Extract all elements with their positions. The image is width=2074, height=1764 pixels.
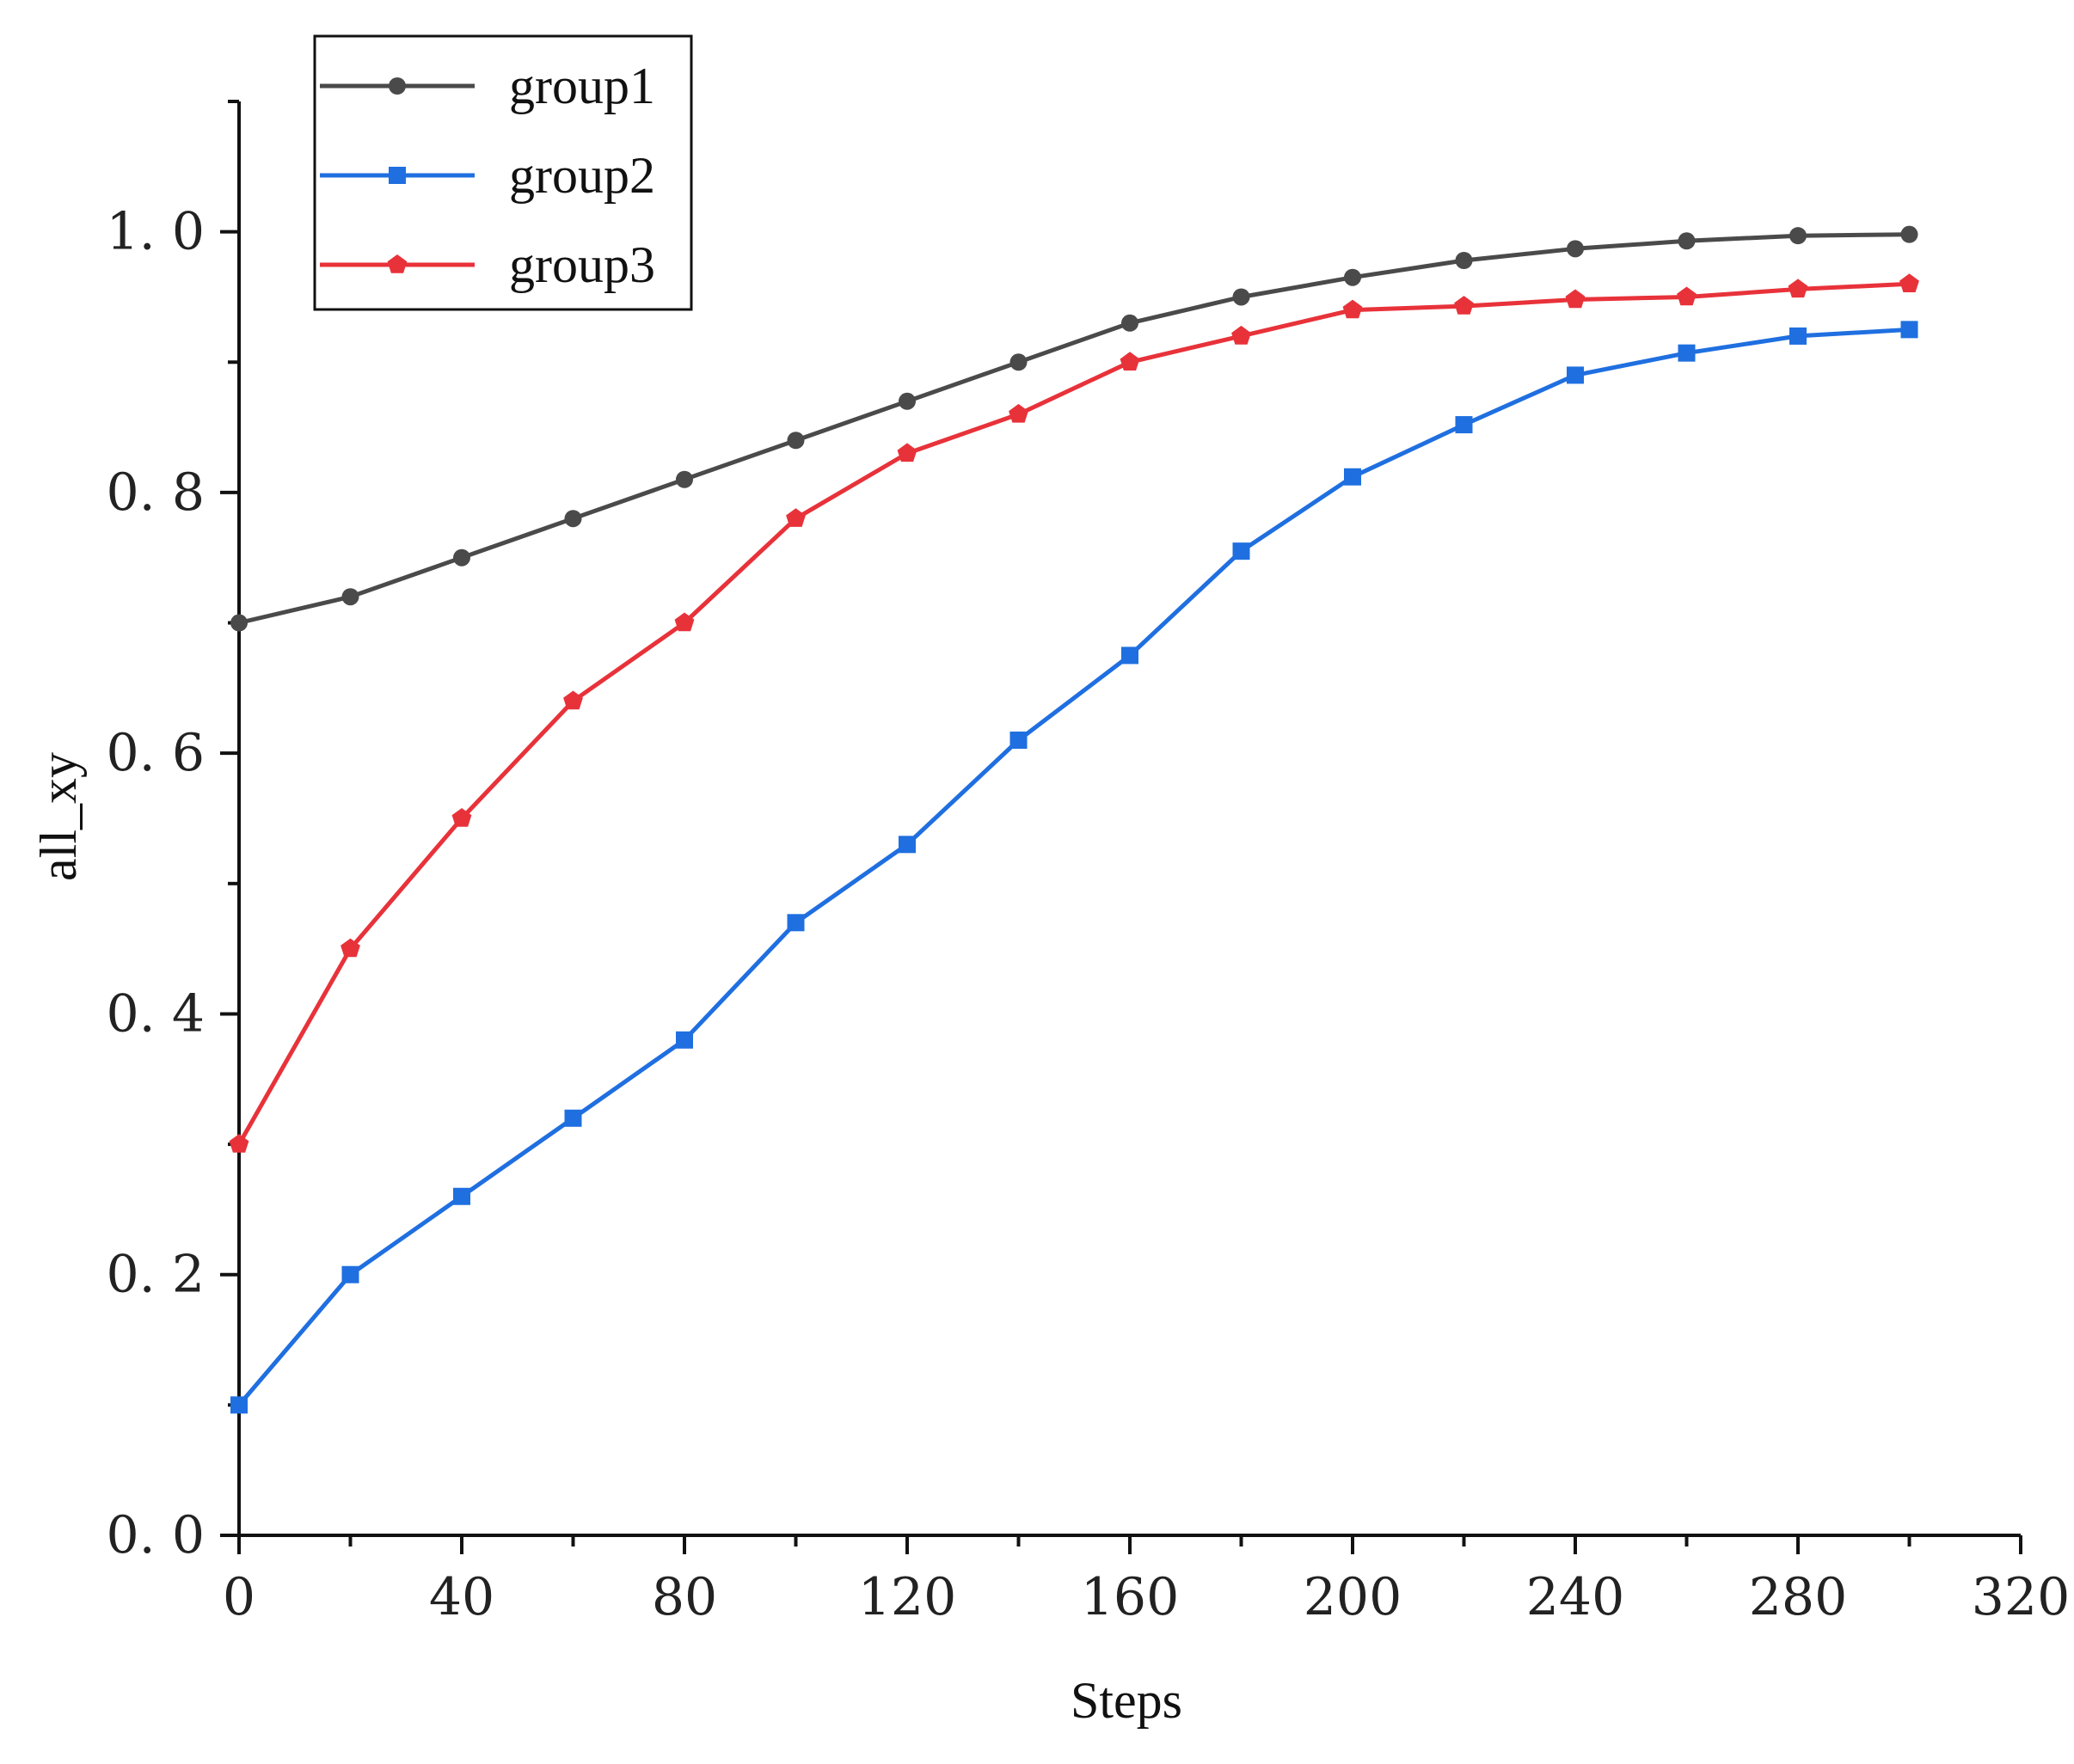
y-tick-label: 0. 2 <box>107 1245 206 1305</box>
legend-swatch-marker <box>387 254 408 273</box>
data-point <box>1789 327 1807 345</box>
series-line-group2 <box>237 327 1910 1407</box>
legend-item-group3: group3 <box>320 236 655 293</box>
legend-item-group1: group1 <box>320 58 655 114</box>
data-point <box>1342 299 1363 319</box>
data-point <box>1677 286 1697 306</box>
x-tick-label: 80 <box>652 1567 717 1627</box>
data-point <box>451 808 472 827</box>
data-point <box>787 914 805 932</box>
y-axis-title: all_xy <box>30 752 87 881</box>
x-tick-label: 160 <box>1081 1567 1180 1627</box>
data-point <box>674 612 695 632</box>
data-point <box>1009 732 1028 750</box>
data-point <box>1900 225 1918 243</box>
data-point <box>341 938 360 958</box>
data-point <box>1009 403 1028 423</box>
data-point <box>230 1396 248 1414</box>
series-group1 <box>230 225 1918 632</box>
data-point <box>564 510 582 528</box>
series-group2 <box>230 321 1918 1414</box>
data-point <box>1232 542 1250 560</box>
data-point <box>787 432 805 450</box>
data-point <box>1788 279 1808 298</box>
x-tick-label: 120 <box>858 1567 957 1627</box>
data-point <box>563 690 583 710</box>
data-point <box>564 1109 582 1127</box>
data-point <box>453 548 470 567</box>
data-point <box>899 836 916 854</box>
data-point <box>1231 325 1251 345</box>
x-tick-label: 320 <box>1972 1567 2071 1627</box>
legend-label: group1 <box>509 58 655 114</box>
x-tick-label: 240 <box>1526 1567 1625 1627</box>
y-tick-label: 1. 0 <box>107 202 206 262</box>
data-point <box>897 443 917 462</box>
data-point <box>899 392 916 410</box>
y-tick-label: 0. 8 <box>107 462 206 523</box>
data-point <box>1455 416 1473 434</box>
data-point <box>1455 251 1473 269</box>
y-tick-label: 0. 6 <box>107 723 206 783</box>
x-axis-title: Steps <box>1071 1672 1182 1729</box>
data-point <box>1899 273 1919 292</box>
data-point <box>229 1134 249 1153</box>
data-point <box>676 1031 693 1049</box>
data-point <box>1232 288 1250 306</box>
x-tick-label: 280 <box>1749 1567 1848 1627</box>
series-group3 <box>229 273 1919 1153</box>
data-point <box>1567 366 1584 384</box>
data-point <box>1789 227 1807 245</box>
data-point <box>1121 646 1138 665</box>
data-point <box>341 1265 359 1283</box>
legend-swatch-marker <box>389 167 406 184</box>
series-layer <box>229 225 1919 1414</box>
data-point <box>1678 344 1696 362</box>
y-axis-ticks: 0. 0 0. 2 0. 4 0. 6 0. 8 1. 0 <box>107 100 239 1565</box>
data-point <box>676 470 693 488</box>
data-point <box>1567 240 1584 258</box>
legend-item-group2: group2 <box>320 147 655 204</box>
x-axis-ticks: 0 40 80 120 160 200 240 280 320 <box>223 1535 2070 1627</box>
y-tick-label: 0. 4 <box>107 983 206 1044</box>
data-point <box>1009 353 1028 371</box>
x-tick-label: 200 <box>1304 1567 1402 1627</box>
data-point <box>1344 468 1361 486</box>
data-point <box>1121 314 1138 332</box>
data-point <box>786 508 806 527</box>
series-line-group1 <box>238 232 1910 625</box>
legend-label: group3 <box>509 236 655 293</box>
data-point <box>1120 352 1140 371</box>
data-point <box>1565 289 1586 309</box>
data-point <box>1678 232 1696 250</box>
data-point <box>341 588 359 606</box>
series-line-group3 <box>236 281 1910 1146</box>
legend-swatch-marker <box>389 77 406 95</box>
legend-label: group2 <box>509 147 655 204</box>
x-tick-label: 0 <box>223 1567 255 1627</box>
legend: group1 group2 group3 <box>313 34 693 311</box>
data-point <box>1454 296 1474 315</box>
data-point <box>1344 268 1361 286</box>
x-tick-label: 40 <box>429 1567 494 1627</box>
data-point <box>1900 321 1918 339</box>
data-point <box>453 1187 470 1205</box>
y-tick-label: 0. 0 <box>107 1505 206 1565</box>
data-point <box>230 614 248 632</box>
